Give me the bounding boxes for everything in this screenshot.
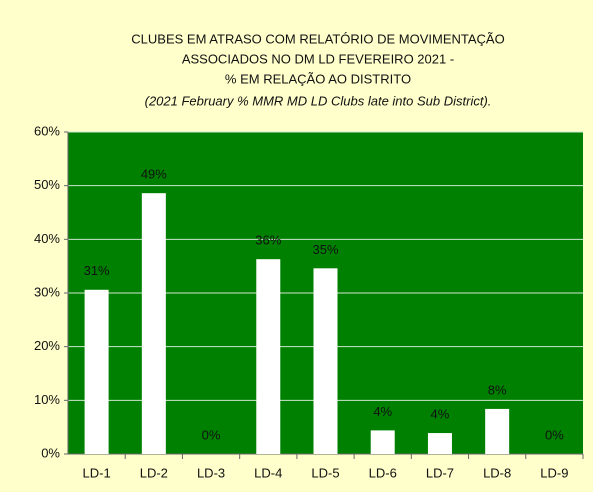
- y-tick-label: 20%: [34, 338, 60, 353]
- bar: [313, 268, 338, 454]
- chart-title: ASSOCIADOS NO DM LD FEVEREIRO 2021 -: [182, 51, 454, 66]
- bar: [485, 408, 510, 454]
- x-tick-label: LD-6: [369, 465, 397, 480]
- x-tick-label: LD-7: [426, 465, 454, 480]
- data-label: 36%: [255, 233, 281, 248]
- chart-title: % EM RELAÇÃO AO DISTRITO: [225, 71, 411, 86]
- data-label: 8%: [488, 382, 507, 397]
- x-tick-label: LD-2: [140, 465, 168, 480]
- y-tick-label: 40%: [34, 231, 60, 246]
- x-tick-label: LD-9: [540, 465, 568, 480]
- x-tick-label: LD-1: [83, 465, 111, 480]
- x-tick-label: LD-4: [254, 465, 282, 480]
- bar: [370, 430, 395, 454]
- data-label: 31%: [84, 263, 110, 278]
- y-tick-label: 10%: [34, 392, 60, 407]
- y-tick-label: 60%: [34, 123, 60, 138]
- data-label: 4%: [431, 407, 450, 422]
- x-tick-label: LD-8: [483, 465, 511, 480]
- bar: [256, 259, 281, 454]
- y-tick-label: 30%: [34, 284, 60, 299]
- x-tick-label: LD-5: [311, 465, 339, 480]
- bar: [141, 193, 166, 454]
- x-tick-label: LD-3: [197, 465, 225, 480]
- data-label: 4%: [373, 404, 392, 419]
- data-label: 0%: [202, 427, 221, 442]
- bar: [84, 289, 109, 454]
- bar: [427, 433, 452, 454]
- data-label: 49%: [141, 167, 167, 182]
- data-label: 0%: [545, 427, 564, 442]
- chart-title: CLUBES EM ATRASO COM RELATÓRIO DE MOVIME…: [131, 31, 504, 46]
- chart-subtitle: (2021 February % MMR MD LD Clubs late in…: [145, 93, 492, 108]
- y-tick-label: 50%: [34, 177, 60, 192]
- data-label: 35%: [312, 242, 338, 257]
- y-tick-label: 0%: [41, 445, 60, 460]
